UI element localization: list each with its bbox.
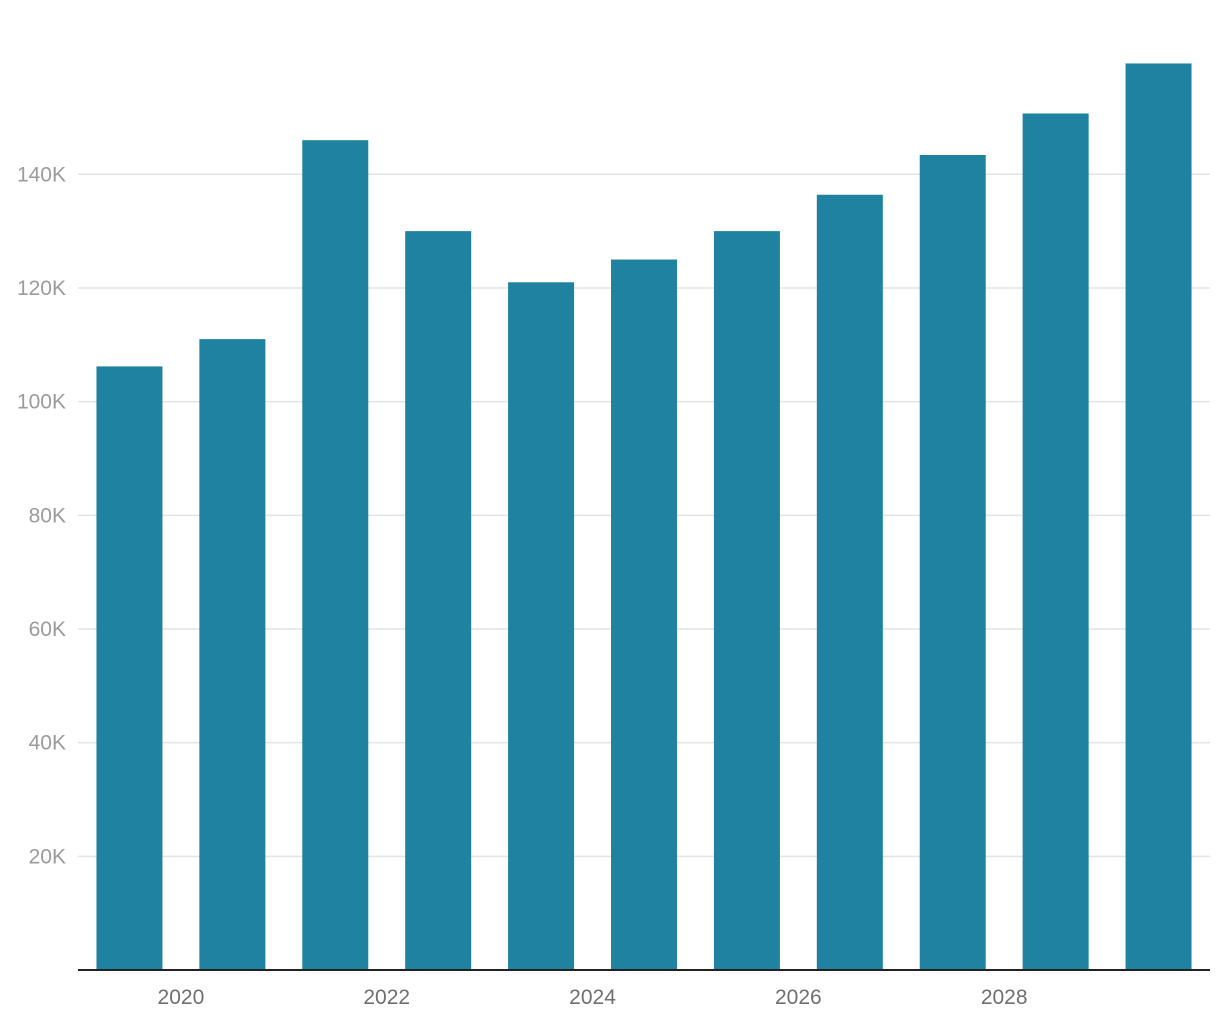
bar <box>1125 63 1192 971</box>
bar <box>713 231 780 970</box>
x-tick-label: 2028 <box>981 986 1028 1009</box>
x-tick-label: 2022 <box>363 986 410 1009</box>
bar <box>1022 113 1089 970</box>
y-tick-label: 120K <box>17 277 66 300</box>
bar <box>611 259 677 970</box>
bar <box>508 282 575 970</box>
y-axis-tick-labels: 20K 40K 60K 80K 100K 120K 140K <box>17 163 66 868</box>
x-axis-tick-labels: 2020 2022 2024 2026 2028 <box>158 986 1028 1009</box>
bars <box>96 63 1192 971</box>
bar <box>919 154 986 970</box>
y-tick-label: 80K <box>29 504 66 527</box>
bar <box>199 339 266 970</box>
x-tick-label: 2020 <box>158 986 205 1009</box>
y-tick-label: 140K <box>17 163 66 186</box>
y-tick-label: 20K <box>29 845 66 868</box>
y-tick-label: 60K <box>29 618 66 641</box>
y-tick-label: 40K <box>29 732 66 755</box>
bar <box>302 140 369 970</box>
bar <box>96 366 163 971</box>
bar <box>816 194 883 970</box>
y-tick-label: 100K <box>17 391 66 414</box>
bar <box>405 231 472 970</box>
x-tick-label: 2026 <box>775 986 822 1009</box>
x-tick-label: 2024 <box>569 986 616 1009</box>
